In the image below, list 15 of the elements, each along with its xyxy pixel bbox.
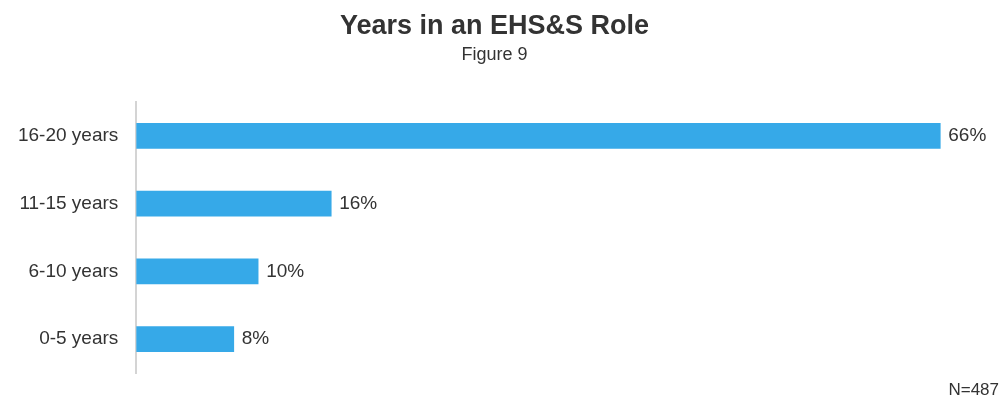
data-label: 8% (241, 327, 270, 349)
bar (136, 190, 332, 217)
text: N=487 (948, 380, 999, 399)
bar (136, 326, 235, 352)
chart-subtitle: Figure 9 (461, 44, 528, 65)
data-label: 10% (266, 259, 305, 281)
y-tick-label: 16-20 years (17, 124, 119, 146)
data-label: 66% (948, 124, 987, 146)
y-tick-label: 6-10 years (28, 259, 119, 281)
bar (136, 258, 259, 285)
y-tick-label: 0-5 years (39, 327, 119, 349)
data-label: 16% (339, 191, 378, 213)
bar (136, 123, 941, 149)
y-tick-label: 11-15 years (19, 191, 119, 213)
chart-title: Years in an EHS&S Role (339, 9, 650, 40)
